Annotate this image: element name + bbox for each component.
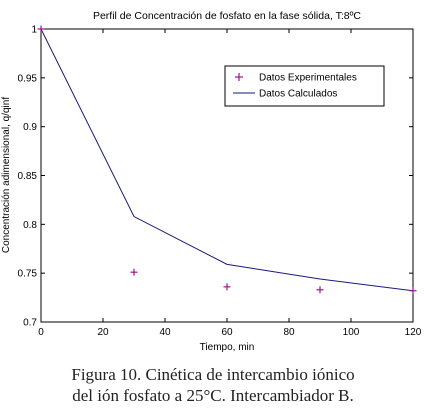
y-tick-label: 1 — [31, 25, 37, 36]
legend-box — [224, 65, 385, 107]
y-tick-label: 0.95 — [18, 73, 38, 84]
axis-ticks: 0 20 40 60 80 100 120 0.7 0.75 0.8 0.85 0.9 0.95 1 — [18, 25, 422, 339]
y-tick-label: 0.9 — [23, 122, 37, 133]
series-layer — [37, 25, 417, 295]
data-point-datos-experimentales — [409, 287, 417, 295]
data-point-datos-experimentales — [316, 286, 324, 294]
data-point-datos-experimentales — [37, 25, 45, 33]
data-point-datos-experimentales — [223, 283, 231, 291]
x-axis-label: Tiempo, min — [200, 342, 255, 353]
legend: Datos Experimentales Datos Calculados — [224, 65, 385, 107]
y-tick-label: 0.8 — [23, 220, 37, 231]
chart-title: Perfil de Concentración de fosfato en la… — [93, 10, 361, 22]
x-tick-label: 0 — [38, 327, 44, 338]
y-tick-label: 0.7 — [23, 318, 37, 329]
y-tick-label: 0.85 — [18, 171, 38, 182]
figure-caption: Figura 10. Cinética de intercambio iónic… — [0, 364, 426, 406]
x-tick-label: 40 — [159, 327, 171, 338]
caption-line-1: Figura 10. Cinética de intercambio iónic… — [71, 365, 355, 384]
caption-line-2: del ión fosfato a 25°C. Intercambiador B… — [72, 386, 354, 405]
data-point-datos-experimentales — [130, 268, 138, 276]
legend-marker-datos-experimentales — [235, 73, 243, 81]
x-tick-label: 60 — [221, 327, 233, 338]
legend-label: Datos Calculados — [259, 89, 337, 100]
y-tick-label: 0.75 — [18, 269, 38, 280]
x-tick-label: 20 — [97, 327, 109, 338]
x-tick-label: 100 — [343, 327, 360, 338]
chart: Perfil de Concentración de fosfato en la… — [1, 10, 422, 353]
x-tick-label: 120 — [405, 327, 422, 338]
series-line-datos-calculados — [40, 28, 414, 292]
y-axis-label: Concentración adimensional, q/qinf — [1, 97, 12, 253]
legend-label: Datos Experimentales — [259, 73, 357, 84]
x-tick-label: 80 — [283, 327, 295, 338]
